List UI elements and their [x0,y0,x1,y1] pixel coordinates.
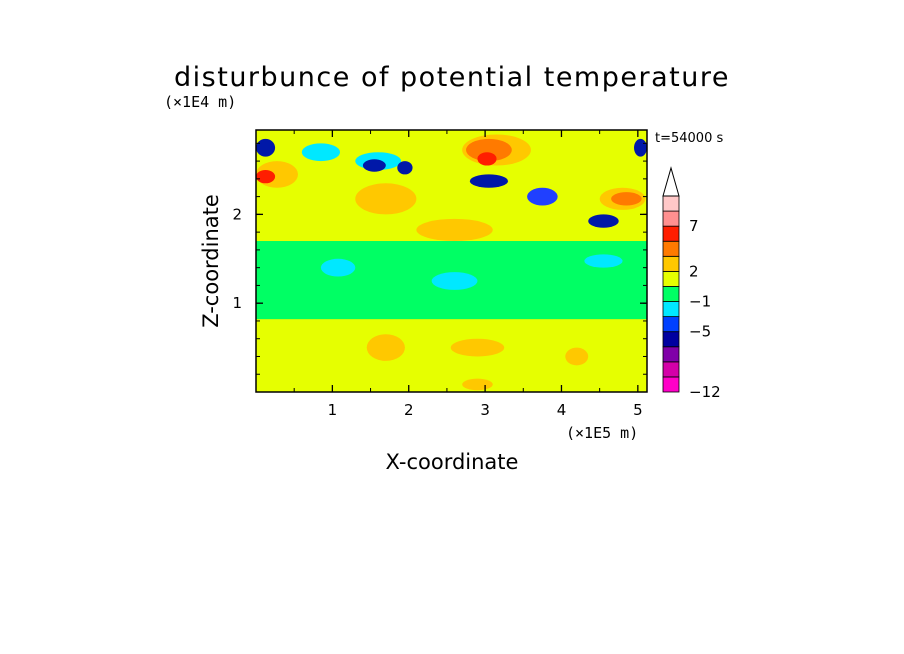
time-label: t=54000 s [655,131,723,146]
y-axis-label: Z-coordinate [199,194,223,328]
field-region-neg_strong [469,174,509,188]
field-region-neg_strong [588,214,619,228]
field-region-neg_weak [431,272,478,290]
x-tick-label: 1 [328,401,338,419]
field-region-neg_weak [320,258,356,277]
colorbar-swatch [662,301,680,318]
field-region-pos_mid [565,347,589,366]
field-region-neg_strong [634,138,647,157]
colorbar-swatch [662,210,680,227]
colorbar-swatch [662,286,680,302]
colorbar-swatch [662,270,680,287]
field-region-pos_max [256,169,276,184]
field-region-pos_mid [355,183,417,215]
field-band-pos_weak [256,319,647,392]
x-tick-label: 4 [557,401,567,419]
x-tick-label: 3 [480,401,490,419]
field-region-neg_strong [256,138,276,157]
colorbar-label: −1 [689,293,711,311]
x-tick-label: 2 [404,401,414,419]
colorbar: −12−5−127 [662,166,721,401]
field-region-pos_mid [462,378,493,391]
colorbar-extend-arrow [662,166,680,197]
colorbar-swatch [662,225,680,242]
colorbar-swatch [662,255,680,272]
colorbar-swatch [662,376,680,393]
field-region-pos_strong [466,138,512,162]
y-unit-label: (×1E4 m) [164,93,236,111]
field-region-pos_strong [611,192,642,206]
y-axis: 12 [232,142,647,375]
colorbar-label: 7 [689,217,699,235]
field-region-pos_max [477,152,497,166]
colorbar-swatch [662,361,680,378]
x-tick-label: 5 [633,401,643,419]
colorbar-label: 2 [689,262,699,280]
field-region-neg_strong [397,161,413,175]
field-region-pos_mid [366,334,405,361]
y-tick-label: 1 [232,294,242,312]
y-tick-label: 2 [232,205,242,223]
x-axis: 1 2 3 4 5 [293,130,643,419]
colorbar-swatch [662,316,680,333]
field-region-neg_weak [301,143,341,162]
colorbar-swatch [662,195,680,212]
field-region-neg_strong [362,159,386,172]
x-axis-label: X-coordinate [386,450,519,474]
colorbar-label: −5 [689,323,711,341]
colorbar-swatch [662,240,680,257]
x-unit-label: (×1E5 m) [566,424,638,442]
colorbar-swatch [662,346,680,363]
field-region-neg_weak [584,254,623,268]
field-region-pos_mid [450,338,505,357]
chart-title: disturbunce of potential temperature [174,62,730,93]
contour-field [256,130,647,392]
colorbar-label: −12 [689,383,721,401]
field-region-neg_mid [527,187,558,206]
colorbar-swatch [662,331,680,348]
plot-frame [255,129,648,393]
field-region-pos_mid [416,218,493,242]
